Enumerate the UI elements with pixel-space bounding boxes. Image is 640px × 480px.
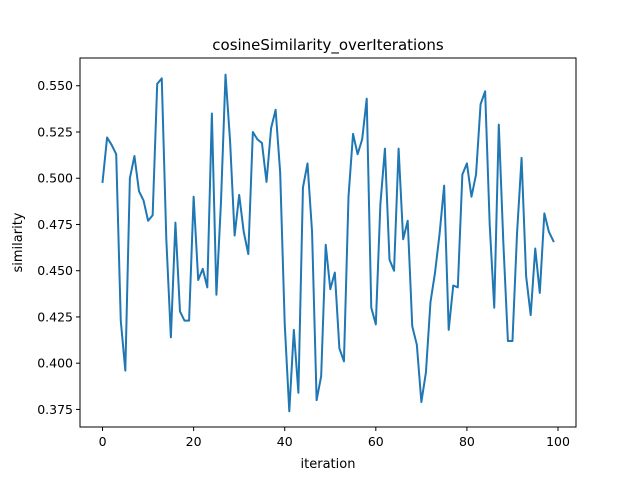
x-tick-label: 0	[99, 434, 107, 449]
x-tick-label: 20	[186, 434, 202, 449]
x-tick-label: 40	[277, 434, 293, 449]
plot-marks	[101, 73, 555, 413]
y-tick-label: 0.400	[37, 356, 73, 371]
y-tick-label: 0.425	[37, 309, 73, 324]
y-tick-label: 0.475	[37, 217, 73, 232]
x-tick-label: 100	[546, 434, 570, 449]
y-axis-label: similarity	[11, 212, 26, 272]
x-axis: 0 20 40 60 80 100	[99, 427, 570, 449]
chart-title: cosineSimilarity_overIterations	[212, 36, 444, 55]
y-tick-label: 0.550	[37, 78, 73, 93]
x-tick-label: 60	[368, 434, 384, 449]
y-axis: 0.375 0.400 0.425 0.450 0.475 0.500 0.525 0.550	[37, 78, 80, 417]
y-tick-label: 0.450	[37, 263, 73, 278]
y-tick-label: 0.500	[37, 171, 73, 186]
series-line-0	[101, 73, 555, 413]
x-axis-label: iteration	[301, 457, 356, 472]
x-tick-label: 80	[459, 434, 475, 449]
plot-frame	[79, 57, 577, 428]
y-tick-label: 0.375	[37, 402, 73, 417]
y-tick-label: 0.525	[37, 124, 73, 139]
